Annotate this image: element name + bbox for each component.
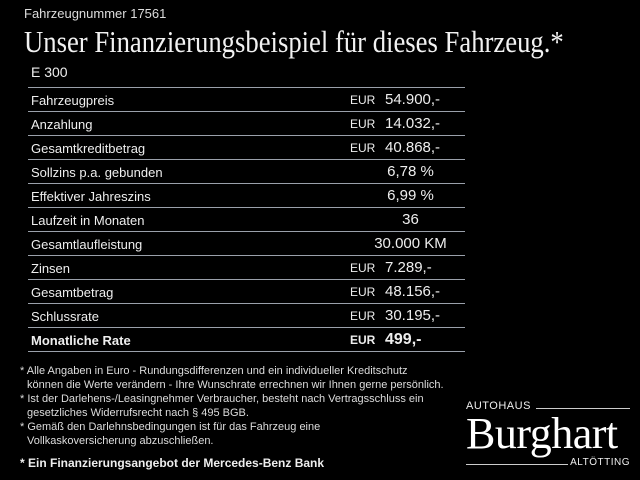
logo-top-text: AUTOHAUS	[466, 400, 531, 412]
row-label: Monatliche Rate	[31, 333, 131, 348]
vehicle-number: Fahrzeugnummer 17561	[24, 6, 167, 21]
row-value: 30.000 KM	[374, 235, 447, 252]
row-label: Gesamtbetrag	[31, 285, 114, 300]
table-row: Monatliche Rate EUR 499,-	[28, 328, 465, 352]
row-currency: EUR	[350, 141, 376, 155]
row-value: 54.900,-	[385, 91, 441, 108]
divider	[466, 464, 568, 465]
row-value: 499,-	[385, 331, 422, 348]
financing-table: Fahrzeugpreis EUR 54.900,- Anzahlung EUR 14.0…	[28, 87, 465, 352]
row-label: Gesamtkreditbetrag	[31, 141, 146, 156]
logo-name: Burghart	[466, 409, 618, 458]
row-label: Anzahlung	[31, 117, 93, 132]
table-row: Gesamtlaufleistung 30.000 KM	[28, 232, 465, 256]
table-row: Zinsen EUR 7.289,-	[28, 256, 465, 280]
table-row: Gesamtkreditbetrag EUR 40.868,-	[28, 136, 465, 160]
row-value: 48.156,-	[385, 283, 441, 300]
divider	[536, 408, 630, 409]
row-currency: EUR	[350, 93, 376, 107]
row-label: Gesamtlaufleistung	[31, 237, 143, 252]
row-label: Schlussrate	[31, 309, 99, 324]
footnotes: * Alle Angaben in Euro - Rundungsdiffere…	[20, 364, 444, 448]
table-row: Fahrzeugpreis EUR 54.900,-	[28, 88, 465, 112]
row-label: Fahrzeugpreis	[31, 93, 115, 108]
table-row: Gesamtbetrag EUR 48.156,-	[28, 280, 465, 304]
table-row: Sollzins p.a. gebunden 6,78 %	[28, 160, 465, 184]
row-label: Zinsen	[31, 261, 71, 276]
row-label: Sollzins p.a. gebunden	[31, 165, 163, 180]
page-title: Unser Finanzierungsbeispiel für dieses F…	[24, 24, 564, 59]
row-label: Laufzeit in Monaten	[31, 213, 145, 228]
row-value: 6,99 %	[387, 187, 434, 204]
footnote-line: * Alle Angaben in Euro - Rundungsdiffere…	[20, 365, 408, 377]
footnote-line: * Ist der Darlehens-/Leasingnehmer Verbr…	[20, 393, 424, 405]
table-row: Anzahlung EUR 14.032,-	[28, 112, 465, 136]
row-value: 14.032,-	[385, 115, 441, 132]
row-value: 6,78 %	[387, 163, 434, 180]
row-value: 7.289,-	[385, 259, 432, 276]
table-row: Schlussrate EUR 30.195,-	[28, 304, 465, 328]
row-currency: EUR	[350, 261, 376, 275]
row-value: 30.195,-	[385, 307, 441, 324]
row-label: Effektiver Jahreszins	[31, 189, 151, 204]
row-currency: EUR	[350, 333, 376, 347]
table-row: Effektiver Jahreszins 6,99 %	[28, 184, 465, 208]
footnote-line: * Gemäß den Darlehnsbedingungen ist für …	[20, 421, 321, 433]
row-currency: EUR	[350, 117, 376, 131]
row-currency: EUR	[350, 309, 376, 323]
footnote-line: gesetzliches Widerrufsrecht nach § 495 B…	[27, 407, 249, 419]
table-row: Laufzeit in Monaten 36	[28, 208, 465, 232]
row-currency: EUR	[350, 285, 376, 299]
model-name: E 300	[31, 64, 68, 80]
footnote-line: Vollkaskoversicherung abzuschließen.	[27, 435, 214, 447]
row-value: 40.868,-	[385, 139, 441, 156]
footnote-line: können die Werte verändern - Ihre Wunsch…	[27, 379, 444, 391]
bank-offer-note: * Ein Finanzierungsangebot der Mercedes-…	[20, 456, 325, 470]
dealer-logo: AUTOHAUS Burghart ALTÖTTING	[466, 400, 630, 470]
logo-bottom-text: ALTÖTTING	[570, 457, 630, 468]
row-value: 36	[402, 211, 419, 228]
